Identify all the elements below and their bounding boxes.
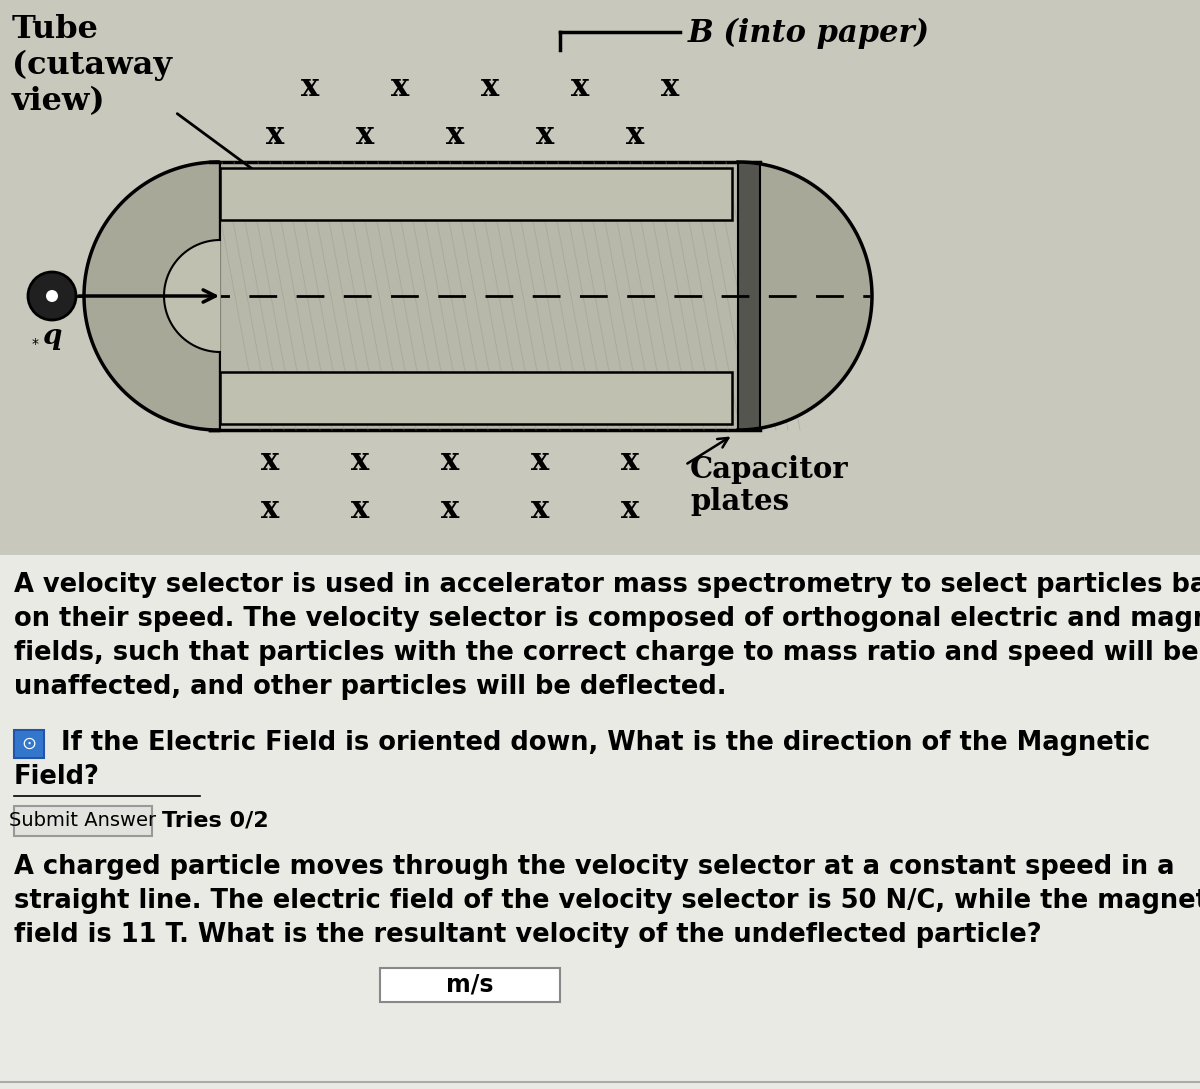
- Text: Submit Answer: Submit Answer: [10, 811, 156, 831]
- Text: x: x: [530, 446, 550, 477]
- Bar: [0, 555, 1200, 1089]
- Text: +: +: [613, 180, 637, 208]
- Polygon shape: [84, 162, 218, 430]
- Text: x: x: [536, 120, 554, 150]
- Text: v: v: [140, 253, 156, 280]
- Text: ⊙: ⊙: [22, 735, 36, 752]
- Bar: [210, 162, 760, 430]
- Bar: [220, 168, 732, 220]
- Text: —: —: [379, 388, 401, 408]
- Text: —: —: [464, 388, 486, 408]
- Text: Field?: Field?: [14, 764, 100, 790]
- Text: q: q: [42, 323, 61, 350]
- Bar: [14, 806, 152, 836]
- Bar: [738, 162, 760, 430]
- Text: A velocity selector is used in accelerator mass spectrometry to select particles: A velocity selector is used in accelerat…: [14, 572, 1200, 598]
- Text: +: +: [533, 180, 557, 208]
- Text: x: x: [620, 446, 640, 477]
- Text: +: +: [694, 180, 716, 208]
- Text: m/s: m/s: [446, 972, 493, 998]
- Bar: [0, 0, 1200, 555]
- Text: x: x: [481, 73, 499, 103]
- Text: x: x: [440, 494, 460, 526]
- Text: B (into paper): B (into paper): [688, 19, 930, 49]
- Text: (cutaway: (cutaway: [12, 50, 172, 82]
- Text: plates: plates: [690, 487, 790, 516]
- Text: Tube: Tube: [12, 14, 98, 45]
- Text: +: +: [373, 180, 397, 208]
- Bar: [220, 372, 732, 424]
- Text: +: +: [293, 180, 317, 208]
- Text: x: x: [350, 446, 370, 477]
- Text: straight line. The electric field of the velocity selector is 50 N/C, while the : straight line. The electric field of the…: [14, 888, 1200, 914]
- Text: x: x: [301, 73, 319, 103]
- Bar: [380, 968, 560, 1002]
- Text: x: x: [356, 120, 374, 150]
- Text: x: x: [661, 73, 679, 103]
- Text: —: —: [294, 388, 316, 408]
- Text: If the Electric Field is oriented down, What is the direction of the Magnetic: If the Electric Field is oriented down, …: [52, 730, 1150, 756]
- Text: x: x: [266, 120, 284, 150]
- Text: x: x: [446, 120, 464, 150]
- Circle shape: [28, 272, 76, 320]
- Text: x: x: [530, 494, 550, 526]
- Text: +: +: [454, 180, 476, 208]
- Polygon shape: [164, 240, 220, 352]
- Text: x: x: [260, 494, 280, 526]
- Text: A charged particle moves through the velocity selector at a constant speed in a: A charged particle moves through the vel…: [14, 854, 1175, 880]
- Text: field is 11 T. What is the resultant velocity of the undeflected particle?: field is 11 T. What is the resultant vel…: [14, 922, 1042, 949]
- Text: view): view): [12, 86, 106, 117]
- Text: —: —: [634, 388, 656, 408]
- Bar: [14, 730, 44, 758]
- Circle shape: [46, 290, 58, 302]
- Text: x: x: [350, 494, 370, 526]
- Text: fields, such that particles with the correct charge to mass ratio and speed will: fields, such that particles with the cor…: [14, 640, 1199, 666]
- Text: —: —: [548, 388, 571, 408]
- Text: Capacitor: Capacitor: [690, 455, 848, 484]
- Polygon shape: [738, 162, 872, 430]
- Text: x: x: [571, 73, 589, 103]
- Text: x: x: [620, 494, 640, 526]
- Text: x: x: [260, 446, 280, 477]
- Text: Tries 0/2: Tries 0/2: [162, 811, 269, 831]
- Text: *: *: [31, 337, 38, 351]
- Text: x: x: [391, 73, 409, 103]
- Text: x: x: [440, 446, 460, 477]
- Text: unaffected, and other particles will be deflected.: unaffected, and other particles will be …: [14, 674, 726, 700]
- Text: x: x: [626, 120, 644, 150]
- Text: on their speed. The velocity selector is composed of orthogonal electric and mag: on their speed. The velocity selector is…: [14, 605, 1200, 632]
- Bar: [210, 162, 220, 430]
